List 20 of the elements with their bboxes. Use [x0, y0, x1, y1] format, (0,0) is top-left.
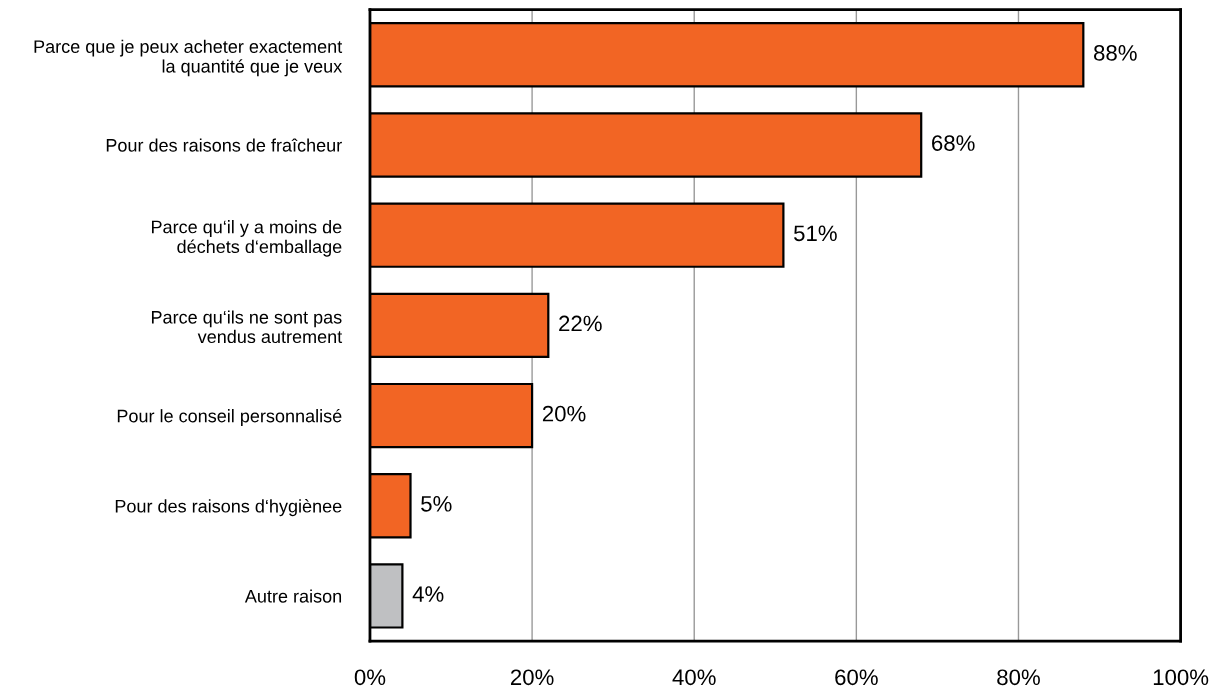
y-tick-label: Autre raison [244, 589, 342, 603]
y-tick-label: Parce qu‘ils ne sont pas vendus autrement [151, 310, 343, 344]
y-tick-label: Pour le conseil personnalisé [117, 408, 342, 426]
data-label: 22% [559, 315, 602, 332]
data-label: 20% [542, 405, 586, 422]
data-label: 88% [1094, 45, 1137, 61]
data-label: 68% [932, 135, 975, 151]
x-tick-label: 80% [997, 669, 1040, 686]
y-tick-label: Parce qu‘il y a moins de déchets d‘emballage [152, 220, 342, 257]
data-label: 51% [794, 225, 837, 242]
x-tick-label: 0% [354, 669, 386, 686]
y-tick-label: Parce que je peux acheter exactement la quantité que je veux [34, 39, 343, 77]
x-tick-label: 60% [835, 669, 878, 686]
y-tick-label: Pour des raisons de fraîcheur [106, 138, 342, 152]
data-label: 4% [412, 586, 444, 602]
x-tick-label: 40% [672, 669, 716, 686]
y-tick-label: Pour des raisons d‘hygiènee [115, 499, 342, 517]
x-tick-label: 20% [510, 669, 554, 686]
data-label: 5% [421, 496, 452, 512]
x-tick-label: 100% [1153, 669, 1209, 686]
